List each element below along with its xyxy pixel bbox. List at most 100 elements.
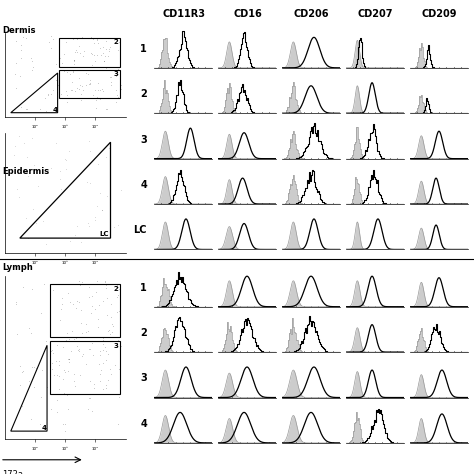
Point — [109, 322, 117, 329]
Bar — [417, 66, 418, 68]
Point — [50, 36, 57, 43]
Bar — [163, 99, 164, 113]
Point — [105, 47, 113, 55]
Point — [22, 34, 29, 42]
Point — [56, 168, 64, 175]
Point — [71, 48, 79, 55]
Bar — [158, 305, 159, 307]
Point — [70, 335, 78, 343]
Bar — [165, 330, 166, 352]
Point — [100, 297, 107, 305]
Bar — [359, 424, 360, 443]
Point — [102, 347, 110, 355]
Point — [90, 351, 97, 359]
Point — [64, 367, 72, 374]
Bar — [362, 203, 363, 204]
Text: Epidermis: Epidermis — [2, 167, 49, 176]
Point — [48, 346, 56, 354]
Bar — [421, 328, 422, 352]
Point — [86, 281, 93, 288]
Bar — [300, 112, 301, 113]
Bar — [172, 306, 173, 307]
Point — [108, 78, 115, 85]
Bar — [418, 108, 419, 113]
Bar — [165, 284, 166, 307]
Point — [92, 105, 100, 112]
Bar — [50, 341, 119, 394]
Point — [117, 342, 125, 350]
Point — [15, 133, 23, 140]
Bar — [289, 150, 290, 159]
Bar — [168, 338, 169, 352]
Point — [53, 409, 60, 416]
Point — [114, 420, 121, 428]
Point — [53, 89, 61, 96]
Text: 2: 2 — [140, 328, 147, 338]
Point — [29, 205, 37, 213]
Point — [17, 41, 25, 48]
Bar — [166, 334, 167, 352]
Point — [36, 420, 44, 428]
Point — [66, 298, 74, 305]
Point — [87, 309, 95, 317]
Point — [53, 76, 60, 84]
Point — [66, 71, 73, 78]
Point — [20, 367, 27, 374]
Point — [73, 223, 81, 230]
Text: Lymph: Lymph — [2, 263, 33, 272]
Point — [99, 88, 106, 95]
Point — [79, 86, 86, 93]
Text: 3: 3 — [113, 71, 118, 77]
Point — [63, 69, 71, 76]
Bar — [170, 110, 171, 113]
Text: LC: LC — [134, 226, 147, 236]
Point — [85, 395, 93, 402]
Bar — [295, 333, 296, 352]
Point — [17, 103, 25, 110]
Point — [63, 165, 70, 173]
Point — [72, 335, 80, 342]
Bar — [296, 100, 297, 113]
Bar — [286, 201, 287, 204]
Point — [89, 407, 96, 415]
Point — [77, 319, 85, 327]
Bar — [236, 351, 237, 352]
Bar — [162, 295, 163, 307]
Bar — [357, 183, 358, 204]
Point — [114, 336, 121, 344]
Point — [47, 347, 55, 355]
Point — [34, 182, 42, 190]
Bar — [300, 203, 301, 204]
Point — [89, 339, 96, 347]
Point — [11, 151, 18, 158]
Text: CD16: CD16 — [233, 9, 262, 19]
Bar — [417, 346, 418, 352]
Point — [114, 283, 121, 291]
Bar — [364, 442, 365, 443]
Point — [111, 390, 119, 398]
Bar — [285, 203, 286, 204]
Bar — [356, 127, 357, 159]
Bar — [363, 441, 364, 443]
Point — [52, 139, 60, 146]
Bar — [361, 200, 362, 204]
Point — [59, 420, 67, 428]
Bar — [290, 148, 291, 159]
Bar — [414, 351, 415, 352]
Point — [95, 301, 102, 309]
Bar — [297, 195, 298, 204]
Point — [61, 420, 69, 428]
Point — [29, 63, 37, 71]
Point — [32, 364, 39, 372]
Bar — [284, 351, 285, 352]
Point — [65, 355, 73, 363]
Bar — [419, 96, 420, 113]
Point — [49, 286, 57, 293]
Bar — [166, 38, 167, 68]
Point — [96, 378, 103, 385]
Point — [101, 52, 109, 60]
Point — [55, 361, 63, 369]
Point — [99, 44, 107, 51]
Bar — [230, 326, 231, 352]
Text: 4: 4 — [42, 425, 47, 431]
